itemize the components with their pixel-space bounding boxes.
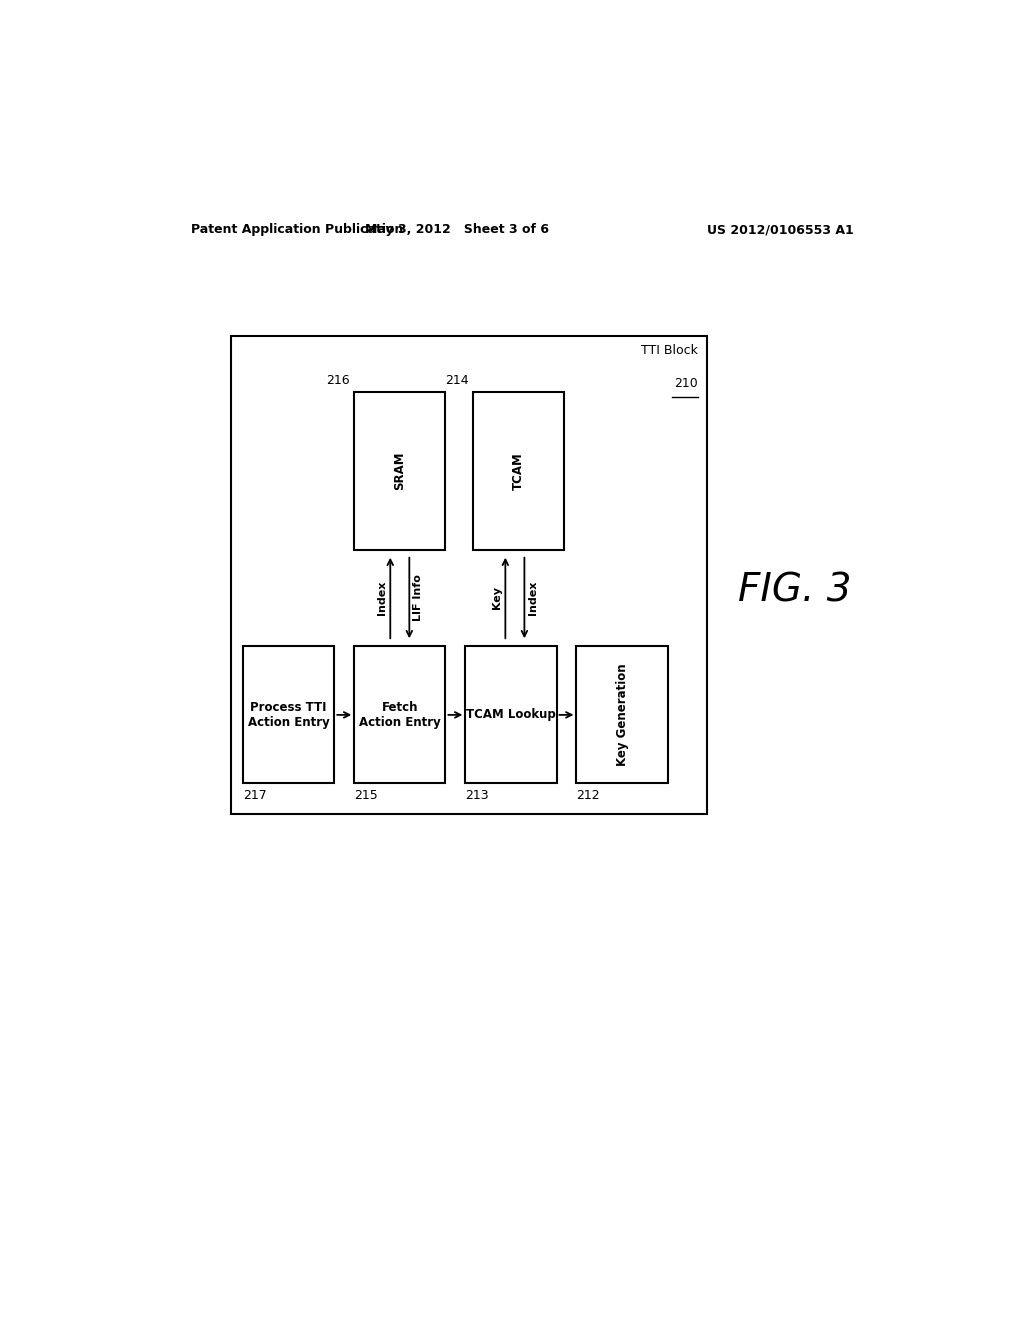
- Text: 213: 213: [465, 788, 488, 801]
- Text: May 3, 2012   Sheet 3 of 6: May 3, 2012 Sheet 3 of 6: [366, 223, 549, 236]
- Text: Key: Key: [493, 586, 502, 610]
- Text: FIG. 3: FIG. 3: [738, 572, 851, 610]
- Bar: [354, 392, 445, 549]
- Text: Patent Application Publication: Patent Application Publication: [191, 223, 403, 236]
- Text: 217: 217: [243, 788, 267, 801]
- Bar: [473, 392, 564, 549]
- Text: 214: 214: [445, 374, 469, 387]
- Text: Key Generation: Key Generation: [615, 664, 629, 766]
- Bar: [577, 647, 668, 784]
- Text: Index: Index: [527, 581, 538, 615]
- Text: US 2012/0106553 A1: US 2012/0106553 A1: [708, 223, 854, 236]
- Bar: [231, 337, 708, 814]
- Text: LIF Info: LIF Info: [413, 574, 423, 622]
- Text: TCAM Lookup: TCAM Lookup: [466, 709, 556, 721]
- Bar: [465, 647, 557, 784]
- Text: TCAM: TCAM: [512, 451, 525, 490]
- Text: Fetch
Action Entry: Fetch Action Entry: [359, 701, 440, 729]
- Bar: [354, 647, 445, 784]
- Text: 212: 212: [577, 788, 600, 801]
- Bar: [243, 647, 334, 784]
- Text: TTI Block: TTI Block: [641, 345, 697, 358]
- Text: SRAM: SRAM: [393, 451, 407, 490]
- Text: Process TTI
Action Entry: Process TTI Action Entry: [248, 701, 330, 729]
- Text: 216: 216: [327, 374, 350, 387]
- Text: 210: 210: [674, 378, 697, 389]
- Text: 215: 215: [354, 788, 378, 801]
- Text: Index: Index: [377, 581, 387, 615]
